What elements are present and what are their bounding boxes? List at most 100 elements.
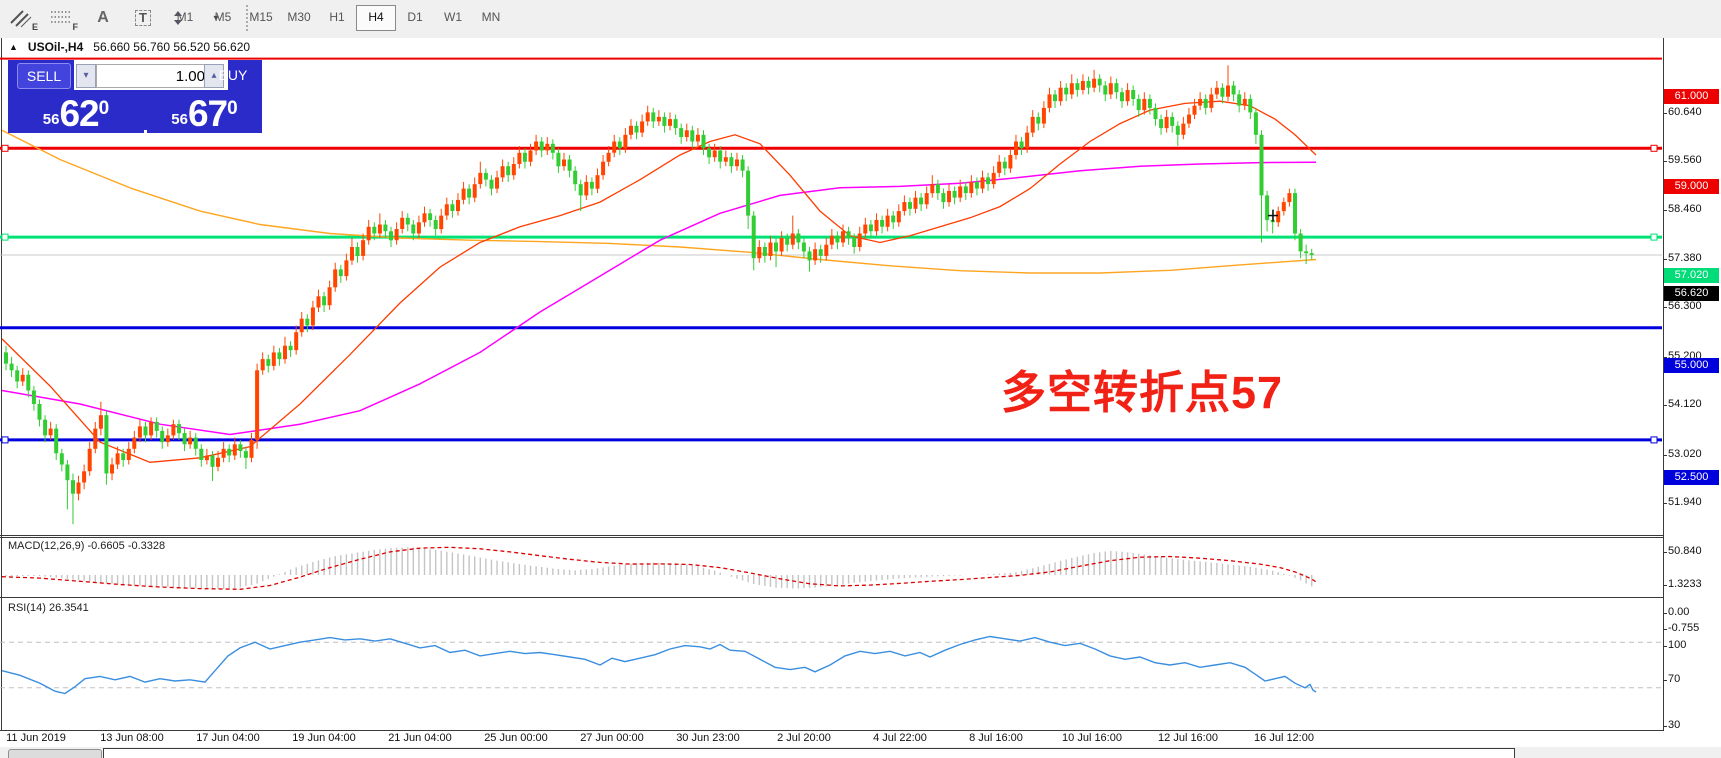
arrows-tool-icon[interactable] <box>170 6 196 30</box>
candle-body <box>673 119 678 129</box>
buy-price-display[interactable]: 56 67 0 <box>147 90 262 133</box>
x-axis-tick-label: 8 Jul 16:00 <box>969 732 1023 744</box>
spin-up-glyph: ▴ <box>211 70 217 81</box>
candle-body <box>801 242 806 252</box>
candle-body <box>271 352 276 366</box>
candle-body <box>935 184 940 194</box>
pane-divider[interactable] <box>0 537 1664 538</box>
level-handle <box>1650 436 1658 444</box>
sell-button[interactable]: SELL <box>17 63 71 89</box>
arrow-markers-icon <box>174 11 182 25</box>
candle-body <box>779 238 784 252</box>
candle-body <box>1092 78 1097 88</box>
candle-body <box>1214 87 1219 95</box>
candle-body <box>1237 94 1242 106</box>
candle-body <box>405 217 410 225</box>
candle-body <box>1014 141 1018 155</box>
timeframe-button-H4[interactable]: H4 <box>356 5 396 31</box>
timeframe-button-M5[interactable]: M5 <box>214 10 232 24</box>
buy-button[interactable]: BUY <box>218 67 248 83</box>
candle-body <box>1114 83 1119 93</box>
candle-body <box>1125 90 1130 102</box>
timeframe-button-M1[interactable]: M1 <box>176 10 194 24</box>
text-tool-icon[interactable]: A <box>90 6 116 30</box>
candle-body <box>1142 98 1147 111</box>
rsi-axis-label: 100 <box>1662 639 1687 651</box>
candle-body <box>1192 105 1197 115</box>
candle-body <box>1053 94 1057 102</box>
candle-body <box>662 116 667 126</box>
timeframe-button-M15[interactable]: M15 <box>249 10 273 24</box>
candle-body <box>1036 116 1041 124</box>
candle-body <box>243 451 248 458</box>
candle-body <box>634 125 639 133</box>
candle-body <box>48 428 53 436</box>
candle-body <box>757 247 762 259</box>
candle-body <box>729 157 734 167</box>
symbol-collapse-icon[interactable]: ▲ <box>9 42 18 52</box>
horizontal-scroll-area[interactable] <box>103 748 1515 758</box>
candle-body <box>316 296 321 308</box>
candle-body <box>1025 132 1030 149</box>
price-level-badge: 55.000 <box>1664 358 1719 373</box>
candle-body <box>59 453 64 465</box>
volume-input[interactable] <box>96 64 210 88</box>
candle-body <box>986 177 991 185</box>
channel-draw-icon[interactable]: E <box>10 6 38 32</box>
chart-tab[interactable] <box>8 749 102 758</box>
candle-body <box>562 159 566 167</box>
timeframe-button-M30[interactable]: M30 <box>287 10 311 24</box>
main-chart-canvas[interactable] <box>0 38 1664 535</box>
candle-body <box>1120 92 1124 102</box>
arrows-dropdown-caret-icon[interactable]: ▾ <box>210 6 222 30</box>
candle-body <box>656 116 661 122</box>
candle-body <box>383 224 388 232</box>
macd-pane-canvas[interactable] <box>0 537 1664 597</box>
rsi-axis-label: 70 <box>1662 673 1681 685</box>
candle-body <box>1136 98 1141 111</box>
candle-body <box>400 217 405 229</box>
timeframe-button-MN[interactable]: MN <box>481 10 501 24</box>
candle-body <box>1198 98 1203 106</box>
sell-price-prefix: 56 <box>42 111 60 128</box>
timeframe-button-H1[interactable]: H1 <box>329 10 345 24</box>
pane-divider[interactable] <box>0 535 1664 536</box>
ma-mid-line <box>1 161 1317 436</box>
candle-body <box>528 150 533 162</box>
volume-increase-button[interactable]: ▴ <box>204 64 224 88</box>
pane-divider[interactable] <box>0 597 1664 598</box>
candle-body <box>361 240 366 256</box>
candle-body <box>584 181 589 196</box>
candle-body <box>718 150 723 162</box>
fibonacci-grid-icon[interactable]: F <box>50 6 78 32</box>
rsi-pane-canvas[interactable] <box>0 599 1664 730</box>
candle-body <box>9 363 14 371</box>
timeframe-button-D1[interactable]: D1 <box>407 10 423 24</box>
candle-body <box>137 426 142 438</box>
volume-decrease-button[interactable]: ▾ <box>76 64 96 88</box>
rsi-line <box>1 635 1317 695</box>
timeframe-button-W1[interactable]: W1 <box>444 10 462 24</box>
toolbar-separator <box>246 5 253 31</box>
candle-body <box>15 370 20 382</box>
candle-body <box>355 247 360 256</box>
candle-body <box>980 177 985 189</box>
candle-body <box>277 352 282 360</box>
price-level-badge: 52.500 <box>1664 470 1719 485</box>
candle-body <box>824 244 829 256</box>
candle-body <box>813 249 818 261</box>
ohlc-readout: 56.660 56.760 56.520 56.620 <box>93 40 251 54</box>
x-axis-tick-label: 25 Jun 00:00 <box>484 732 548 744</box>
label-tool-icon[interactable]: T <box>130 6 156 30</box>
candle-body <box>902 202 907 212</box>
candle-body <box>377 224 382 234</box>
candle-body <box>506 166 511 176</box>
sell-price-display[interactable]: 56 62 0 <box>8 90 144 133</box>
candle-body <box>735 159 739 167</box>
candle-body <box>545 143 550 151</box>
candle-body <box>1058 87 1063 102</box>
candle-body <box>238 444 243 451</box>
candle-body <box>1248 98 1253 113</box>
